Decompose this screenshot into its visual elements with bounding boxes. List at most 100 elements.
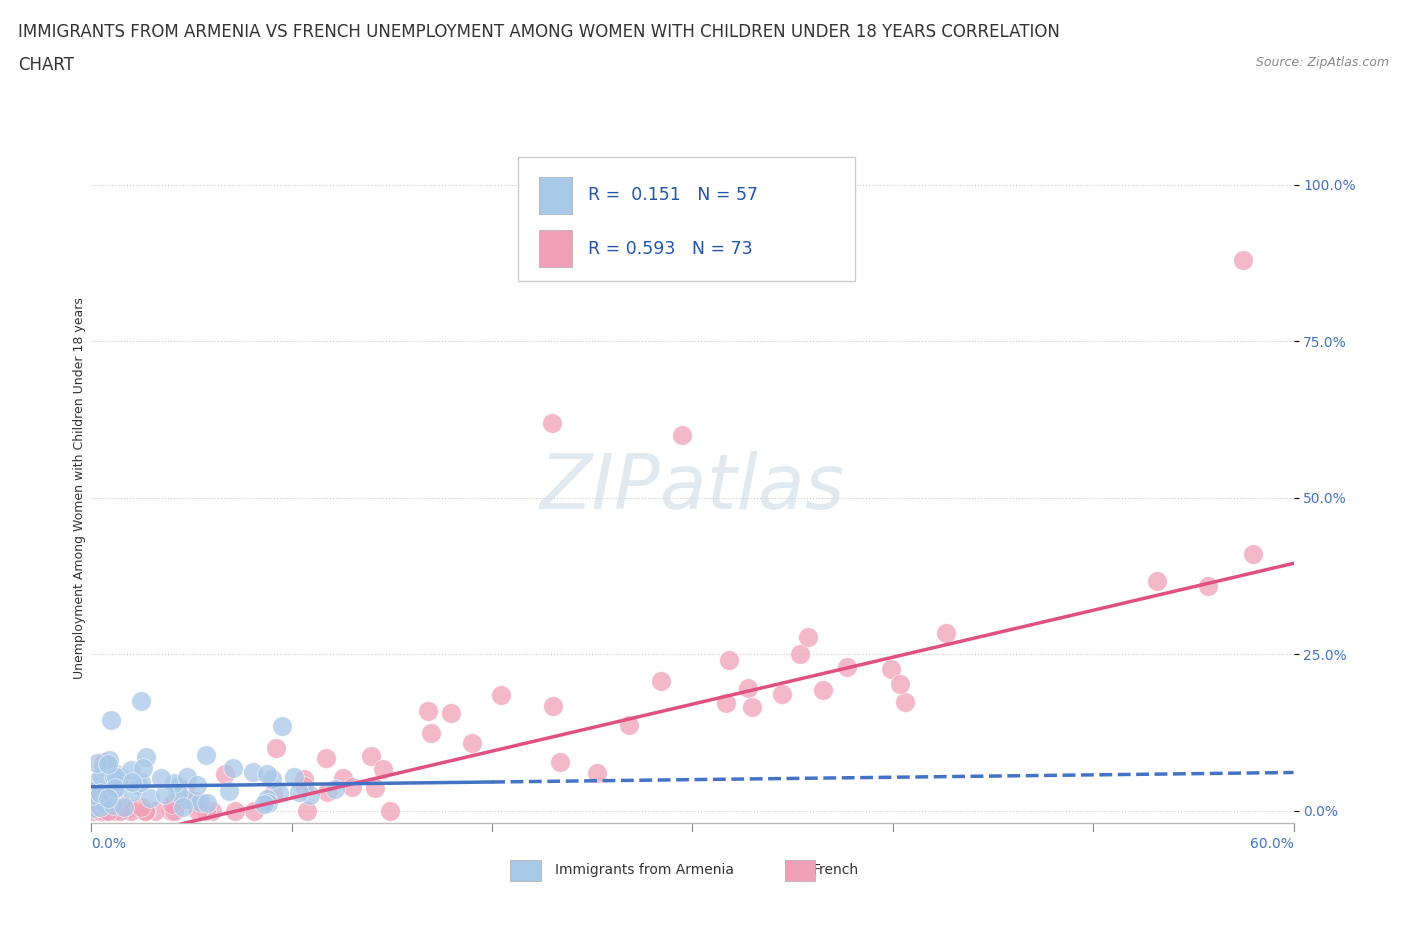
Point [108, 777, 131, 791]
Point [194, 748, 217, 763]
Point [120, 804, 142, 818]
Point [132, 761, 155, 776]
Point [167, 779, 190, 794]
Point [167, 786, 190, 801]
Text: French: French [813, 862, 859, 877]
Point [120, 763, 142, 777]
Text: R =  0.151   N = 57: R = 0.151 N = 57 [588, 186, 758, 204]
Point [97, 790, 120, 805]
Point [108, 804, 131, 818]
Text: 0.0%: 0.0% [91, 837, 127, 851]
Point [1243, 546, 1265, 561]
Point [118, 801, 141, 816]
Point [188, 794, 211, 809]
Point [89, 785, 111, 800]
Point [224, 804, 246, 818]
Point [110, 797, 132, 812]
Point [101, 777, 124, 791]
Point [262, 786, 284, 801]
Point [101, 797, 124, 812]
Point [270, 719, 292, 734]
Point [360, 749, 382, 764]
Text: IMMIGRANTS FROM ARMENIA VS FRENCH UNEMPLOYMENT AMONG WOMEN WITH CHILDREN UNDER 1: IMMIGRANTS FROM ARMENIA VS FRENCH UNEMPL… [18, 23, 1060, 41]
Point [416, 703, 439, 718]
Point [93, 797, 115, 812]
Point [172, 800, 194, 815]
Point [222, 760, 245, 775]
FancyBboxPatch shape [538, 231, 572, 267]
Point [160, 797, 183, 812]
Point [363, 781, 385, 796]
Point [323, 782, 346, 797]
Point [104, 781, 127, 796]
Point [789, 646, 811, 661]
Point [214, 767, 236, 782]
Point [195, 804, 218, 818]
Point [267, 786, 290, 801]
Point [200, 804, 222, 818]
Point [176, 769, 198, 784]
FancyBboxPatch shape [519, 157, 855, 281]
Point [105, 780, 128, 795]
Point [586, 765, 609, 780]
Point [266, 741, 288, 756]
Point [332, 770, 354, 785]
Point [91, 760, 114, 775]
Point [163, 799, 186, 814]
Point [103, 769, 125, 784]
Point [889, 677, 911, 692]
Point [160, 804, 183, 818]
Point [242, 765, 264, 780]
Point [177, 791, 200, 806]
Point [257, 796, 280, 811]
Point [107, 774, 129, 789]
Y-axis label: Unemployment Among Women with Children Under 18 years: Unemployment Among Women with Children U… [73, 298, 86, 679]
Point [114, 800, 136, 815]
Point [737, 681, 759, 696]
Point [134, 804, 156, 818]
Point [105, 766, 128, 781]
Point [135, 750, 157, 764]
Point [315, 751, 337, 765]
Point [97, 753, 120, 768]
Point [1232, 252, 1254, 267]
Point [419, 725, 441, 740]
Point [880, 661, 903, 676]
Point [340, 780, 363, 795]
Point [83, 783, 105, 798]
Point [292, 778, 315, 793]
Point [650, 673, 672, 688]
Point [100, 712, 122, 727]
Point [378, 804, 401, 818]
Point [93, 804, 115, 818]
FancyBboxPatch shape [538, 177, 572, 214]
Point [93, 755, 115, 770]
Point [97, 757, 120, 772]
Point [292, 772, 315, 787]
Point [837, 659, 859, 674]
Point [187, 804, 209, 818]
Point [163, 804, 186, 818]
Point [143, 804, 166, 818]
Point [548, 754, 571, 769]
Point [288, 784, 311, 799]
Point [461, 735, 484, 750]
Text: R = 0.593   N = 73: R = 0.593 N = 73 [588, 240, 752, 258]
Point [811, 683, 834, 698]
Point [741, 699, 763, 714]
Point [797, 630, 820, 644]
Point [256, 791, 278, 806]
Point [770, 687, 793, 702]
Point [108, 769, 131, 784]
Point [82, 792, 104, 807]
Point [150, 771, 173, 786]
Point [253, 796, 276, 811]
Point [121, 775, 143, 790]
Point [127, 777, 149, 792]
Point [90, 791, 112, 806]
Point [717, 652, 740, 667]
Point [489, 687, 512, 702]
Point [90, 785, 112, 800]
Point [371, 762, 394, 777]
Text: Immigrants from Armenia: Immigrants from Armenia [555, 862, 734, 877]
